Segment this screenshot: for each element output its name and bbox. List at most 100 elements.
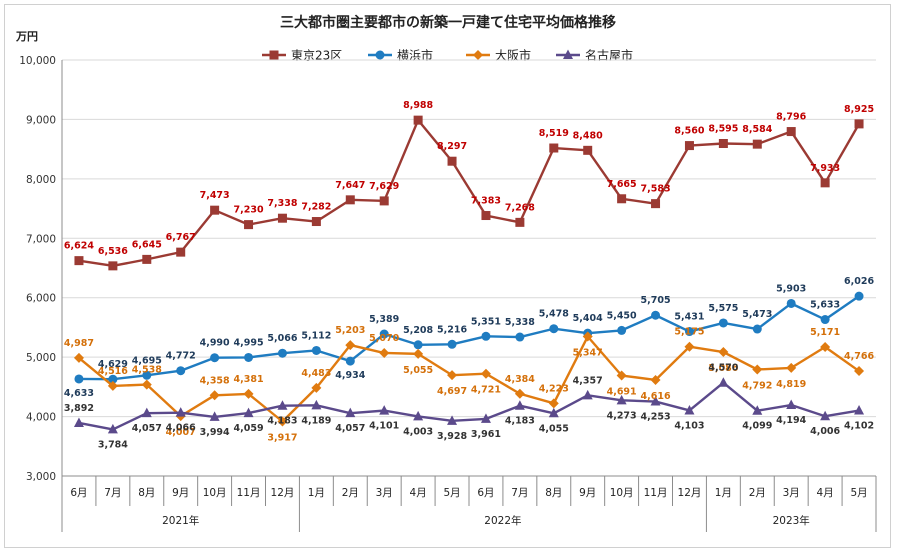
data-point <box>176 247 186 257</box>
data-label: 5,404 <box>573 313 603 324</box>
data-point <box>311 382 322 393</box>
data-label: 4,055 <box>539 423 569 434</box>
data-point <box>209 411 220 421</box>
x-tick-label: 6月 <box>477 487 494 499</box>
data-label: 4,103 <box>674 420 704 431</box>
data-point <box>447 339 457 349</box>
data-point <box>786 362 797 373</box>
data-label: 6,624 <box>64 241 94 252</box>
x-tick-label: 4月 <box>410 487 427 499</box>
data-point <box>514 400 525 410</box>
data-label: 5,389 <box>369 314 399 325</box>
data-point <box>141 407 152 418</box>
data-label: 7,230 <box>234 205 264 216</box>
data-point <box>582 331 593 342</box>
data-label: 4,253 <box>641 412 671 423</box>
series-layer <box>73 115 865 434</box>
data-label: 4,616 <box>641 391 671 402</box>
data-point <box>650 374 661 385</box>
x-tick-label: 7月 <box>104 487 121 499</box>
year-label: 2023年 <box>773 514 810 527</box>
data-label: 5,473 <box>742 309 772 320</box>
data-point <box>413 410 424 421</box>
data-point <box>786 298 796 308</box>
data-point <box>175 407 186 417</box>
data-label: 4,381 <box>234 374 264 385</box>
data-point <box>379 347 390 358</box>
data-point <box>854 366 865 377</box>
data-point <box>480 413 491 423</box>
x-tick-label: 9月 <box>172 487 189 499</box>
data-point <box>108 261 118 271</box>
data-point <box>651 199 661 209</box>
data-point <box>481 211 491 221</box>
y-tick-label: 9,000 <box>26 114 56 126</box>
data-label: 5,203 <box>335 325 365 336</box>
data-label: 5,347 <box>573 348 603 359</box>
data-point <box>345 340 356 351</box>
data-point <box>548 398 559 409</box>
data-label: 7,338 <box>267 198 297 209</box>
data-point <box>142 254 152 264</box>
data-label: 8,584 <box>742 124 772 135</box>
data-point <box>786 399 797 410</box>
data-label: 5,171 <box>810 327 840 338</box>
data-point <box>786 127 796 137</box>
data-point <box>447 415 458 425</box>
data-point <box>718 347 729 358</box>
data-label: 5,086 <box>708 363 738 374</box>
data-point <box>243 388 254 399</box>
data-label: 3,994 <box>200 427 230 438</box>
data-point <box>176 366 186 376</box>
series-line <box>78 118 861 268</box>
data-point <box>480 368 491 379</box>
data-point <box>311 399 322 410</box>
y-tick-label: 6,000 <box>26 293 56 305</box>
data-label: 5,478 <box>539 309 569 320</box>
year-label: 2022年 <box>484 514 521 527</box>
data-label: 4,721 <box>471 385 501 396</box>
data-point <box>311 217 321 227</box>
data-label: 5,055 <box>403 365 433 376</box>
data-label: 4,987 <box>64 338 94 349</box>
data-label: 6,026 <box>844 276 874 287</box>
data-label: 4,629 <box>98 359 128 370</box>
y-tick-label: 4,000 <box>26 412 56 424</box>
data-point <box>345 407 356 418</box>
data-label: 4,358 <box>200 375 230 386</box>
chart-title: 三大都市圏主要都市の新築一戸建て住宅平均価格推移 <box>280 14 616 31</box>
data-label: 4,538 <box>132 365 162 376</box>
data-label: 4,695 <box>132 355 162 366</box>
data-label: 4,057 <box>335 423 365 434</box>
data-point <box>243 407 254 418</box>
data-point <box>345 356 355 366</box>
legend-marker <box>563 49 573 59</box>
data-label: 8,480 <box>573 130 603 141</box>
data-point <box>277 400 288 410</box>
data-point <box>820 315 830 325</box>
x-tick-label: 8月 <box>138 487 155 499</box>
data-point <box>820 410 831 421</box>
data-label: 5,450 <box>607 310 637 321</box>
data-label: 7,268 <box>505 202 535 213</box>
data-point <box>379 329 389 339</box>
legend-label: 大阪市 <box>495 48 531 63</box>
data-point <box>718 138 728 148</box>
data-point <box>413 340 423 350</box>
data-point <box>854 291 864 301</box>
data-point <box>142 370 152 380</box>
data-label: 4,357 <box>573 375 603 386</box>
data-point <box>582 389 593 400</box>
data-label: 7,282 <box>301 202 331 213</box>
data-point <box>379 405 390 415</box>
x-axis: 6月 7月 8月 9月 10月 11月 12月 1月 2月 3月 4月 5月 6月 7月 8月 9月 10月 11… <box>61 476 877 532</box>
x-tick-label: 5月 <box>850 487 867 499</box>
legend-label: 東京23区 <box>291 49 342 63</box>
data-point <box>820 178 830 188</box>
data-point <box>244 352 254 362</box>
data-label: 5,112 <box>301 330 331 341</box>
x-tick-label: 11月 <box>644 487 668 499</box>
data-label: 5,066 <box>267 333 297 344</box>
x-tick-label: 2月 <box>342 487 359 499</box>
data-label: 7,383 <box>471 196 501 207</box>
